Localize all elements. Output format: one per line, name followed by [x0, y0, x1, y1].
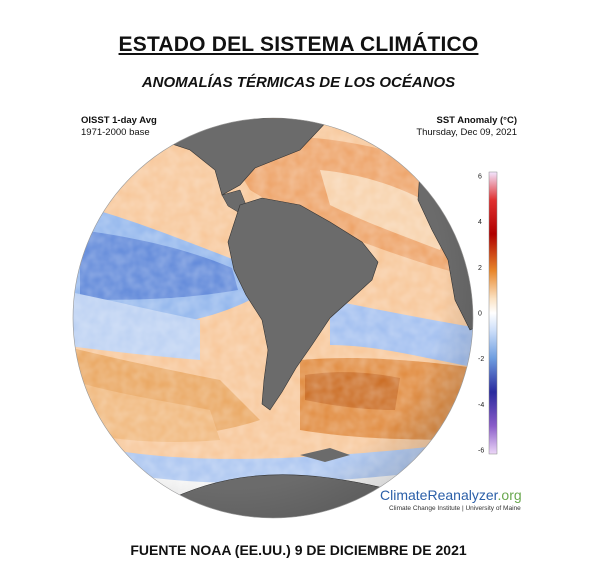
brand-subtitle: Climate Change Institute | University of…: [389, 505, 521, 512]
brand-reanalyzer: Reanalyzer: [427, 487, 498, 503]
dataset-info: OISST 1-day Avg 1971-2000 base: [81, 115, 157, 139]
colorbar-tick-label: 4: [478, 219, 482, 226]
colorbar-gradient: [488, 171, 498, 455]
colorbar-tick-label: -6: [478, 448, 484, 455]
brand-logo: ClimateReanalyzer.org: [380, 487, 522, 503]
brand-climate: Climate: [380, 487, 428, 503]
source-footer: FUENTE NOAA (EE.UU.) 9 DE DICIEMBRE DE 2…: [130, 542, 467, 558]
page-subtitle: ANOMALÍAS TÉRMICAS DE LOS OCÉANOS: [141, 74, 456, 91]
colorbar-tick-label: 2: [478, 265, 482, 272]
dataset-baseline: 1971-2000 base: [81, 127, 150, 138]
page-title: ESTADO DEL SISTEMA CLIMÁTICO: [118, 33, 479, 56]
anomaly-date: Thursday, Dec 09, 2021: [416, 127, 517, 138]
globe-outline: [72, 117, 474, 519]
brand-org: .org: [497, 487, 522, 503]
colorbar-tick-label: 0: [478, 311, 482, 318]
colorbar-tick-label: 6: [478, 174, 482, 181]
colorbar-tick-label: -4: [478, 402, 484, 409]
anomaly-info: SST Anomaly (°C) Thursday, Dec 09, 2021: [416, 115, 517, 139]
anomaly-unit: SST Anomaly (°C): [436, 115, 517, 126]
dataset-name: OISST 1-day Avg: [81, 115, 157, 126]
colorbar-tick-label: -2: [478, 356, 484, 363]
colorbar: 6 4 2 0 -2 -4 -6: [478, 171, 498, 455]
